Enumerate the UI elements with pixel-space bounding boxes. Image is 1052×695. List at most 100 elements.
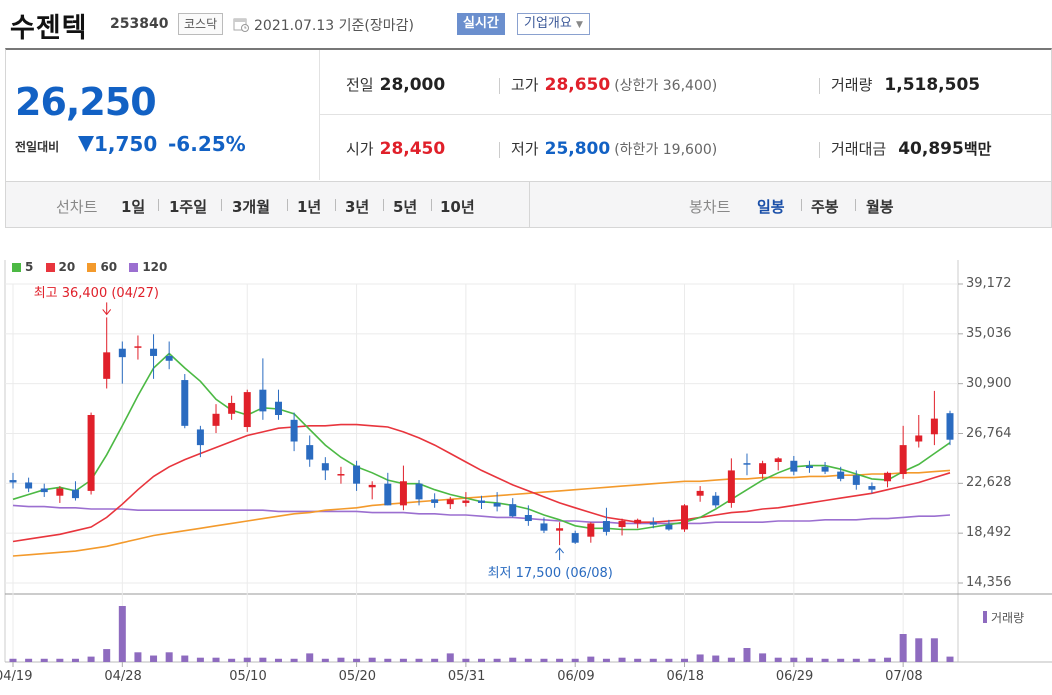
- candle-body: [368, 484, 376, 488]
- candle-body: [915, 435, 923, 442]
- volume-bar: [634, 658, 642, 662]
- ma20-line: [12, 423, 951, 543]
- price-summary: 26,250 전일대비 1,750 -6.25% 전일 28,000 고가 28,6…: [5, 48, 1052, 182]
- candle-body: [524, 514, 532, 522]
- y-tick-label: 26,764: [966, 425, 1012, 441]
- volume-bar: [759, 653, 767, 662]
- volume-bar: [196, 657, 204, 662]
- candle-body: [884, 472, 892, 482]
- candle-body: [665, 524, 673, 530]
- candle-body: [196, 429, 204, 446]
- volume-bar: [587, 656, 595, 662]
- candle-body: [259, 389, 267, 412]
- volume-bar: [821, 658, 829, 662]
- company-overview-dropdown[interactable]: 기업개요 ▼: [517, 13, 590, 35]
- candle-body: [306, 445, 314, 460]
- volume-bar: [790, 657, 798, 662]
- legend-ma120: 120: [129, 260, 167, 274]
- legend-ma5: 5: [12, 260, 33, 274]
- candle-body: [228, 402, 236, 414]
- candle-body: [181, 380, 189, 426]
- ma120-line: [12, 504, 951, 525]
- x-tick-label: 07/08: [885, 669, 923, 684]
- candle-body: [9, 480, 17, 483]
- candle-body: [759, 463, 767, 475]
- volume-bar: [181, 655, 189, 662]
- volume-bar: [25, 658, 33, 662]
- volume-bar: [353, 658, 361, 662]
- candle-body: [540, 523, 548, 531]
- volume-bar: [899, 634, 907, 662]
- candle-body: [712, 495, 720, 506]
- candle-body: [556, 528, 564, 531]
- volume-bar: [384, 658, 392, 662]
- volume-bar: [274, 658, 282, 662]
- candle-body: [634, 519, 642, 524]
- volume-bar: [446, 653, 454, 662]
- volume-bar: [337, 657, 345, 662]
- volume-bar: [9, 658, 17, 662]
- candle-body: [118, 348, 126, 358]
- volume-bar: [915, 638, 923, 662]
- volume-bar: [368, 657, 376, 662]
- y-tick-label: 35,036: [966, 325, 1012, 341]
- candle-body: [868, 486, 876, 490]
- volume-bar: [649, 658, 657, 662]
- candle-body: [71, 489, 79, 499]
- stock-name: 수젠텍: [10, 13, 88, 44]
- volume-bar: [399, 658, 407, 662]
- volume-bar: [727, 657, 735, 662]
- volume-bar: [618, 657, 626, 662]
- volume-bar: [150, 655, 158, 662]
- period-1d[interactable]: 1일: [121, 198, 146, 216]
- ma5-line: [12, 352, 951, 531]
- candle-body: [946, 413, 954, 440]
- base-date: 2021.07.13 기준(장마감): [254, 18, 414, 34]
- divider: [320, 114, 1051, 115]
- x-tick-label: 04/28: [104, 669, 142, 684]
- candle-body: [837, 471, 845, 479]
- volume-bar: [259, 657, 267, 662]
- candle-body: [696, 490, 704, 496]
- period-3y[interactable]: 3년: [345, 198, 370, 216]
- volume-bar: [40, 658, 48, 662]
- period-1w[interactable]: 1주일: [169, 198, 208, 216]
- volume-bar: [462, 658, 470, 662]
- volume-bar: [290, 658, 298, 662]
- x-tick-label: 04/19: [0, 669, 33, 684]
- period-3m[interactable]: 3개월: [232, 198, 271, 216]
- candle-body: [587, 523, 595, 537]
- candle-body: [790, 460, 798, 472]
- volume-bar: [165, 652, 173, 662]
- y-tick-label: 14,356: [966, 575, 1012, 590]
- price-change: 1,750: [94, 132, 158, 156]
- volume-bar: [118, 606, 126, 662]
- calendar-icon: [233, 18, 249, 32]
- period-1y[interactable]: 1년: [297, 198, 322, 216]
- x-tick-label: 06/18: [666, 669, 704, 684]
- candle-body: [290, 419, 298, 442]
- volume-bar: [602, 658, 610, 662]
- candle-body: [602, 521, 610, 532]
- compare-label: 전일대비: [15, 140, 60, 154]
- candle-monthly[interactable]: 월봉: [866, 198, 894, 216]
- candle-body: [727, 470, 735, 503]
- period-5y[interactable]: 5년: [393, 198, 418, 216]
- volume-bar: [852, 658, 860, 662]
- candle-weekly[interactable]: 주봉: [811, 198, 839, 216]
- volume-bar: [540, 658, 548, 662]
- volume-bar: [743, 648, 751, 662]
- candle-daily[interactable]: 일봉: [757, 198, 785, 216]
- volume-bar: [696, 654, 704, 662]
- volume-bar: [431, 658, 439, 662]
- period-10y[interactable]: 10년: [440, 198, 475, 216]
- company-overview-label: 기업개요: [524, 16, 572, 31]
- chevron-down-icon: ▼: [575, 20, 583, 30]
- candle-body: [571, 533, 579, 543]
- realtime-button[interactable]: 실시간: [457, 13, 505, 35]
- candle-body: [399, 481, 407, 506]
- period-selector: 선차트 1일 1주일 3개월 1년 3년 5년 10년 봉차트 일봉 주봉 월봉: [5, 182, 1052, 228]
- chart-legend: 5 20 60 120: [12, 260, 175, 274]
- stock-code: 253840: [110, 16, 169, 32]
- candle-body: [446, 499, 454, 505]
